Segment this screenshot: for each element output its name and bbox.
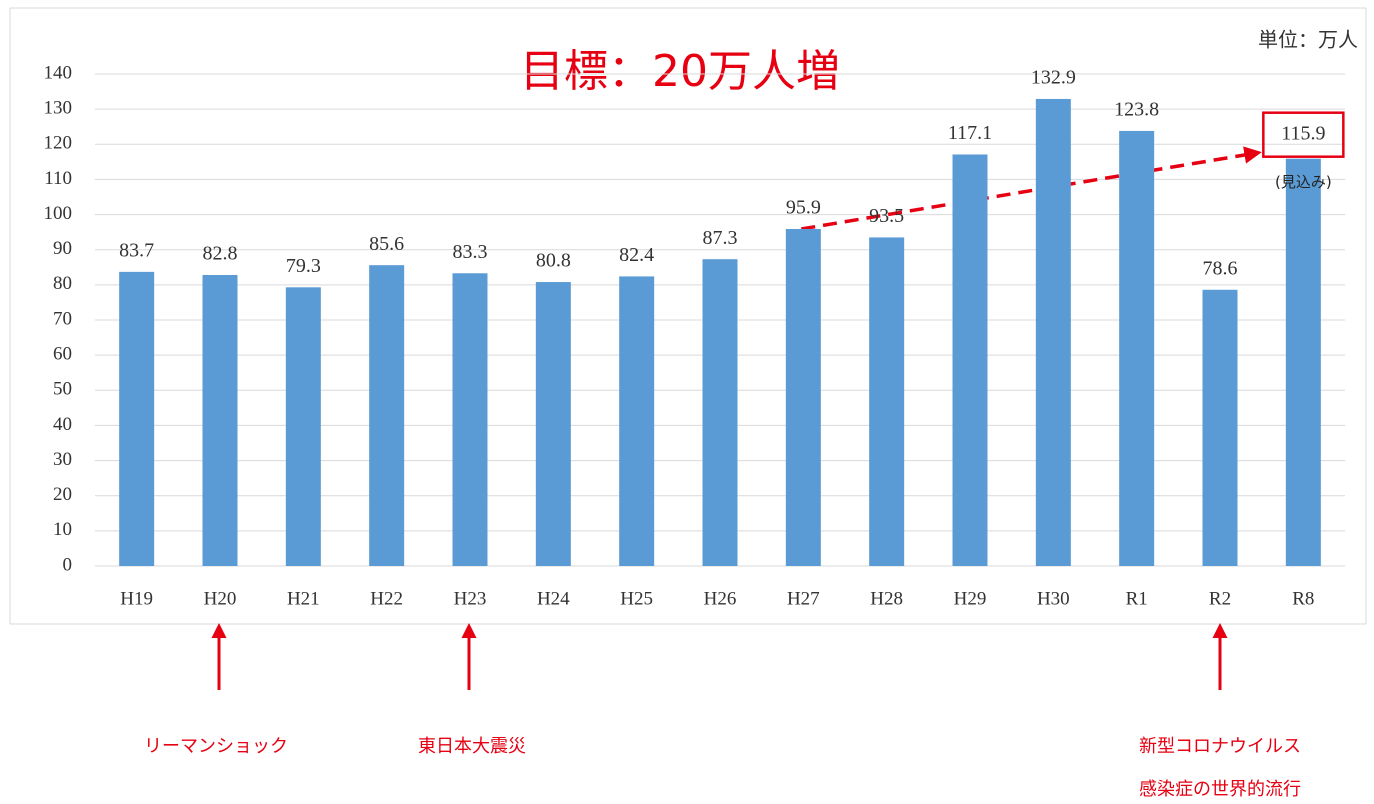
y-tick-label: 30 [53,449,72,470]
bar [369,265,405,566]
bar [285,287,321,566]
y-tick-label: 60 [53,344,72,365]
event-label: 感染症の世界的流行 [1139,779,1301,800]
x-tick-label: H19 [120,588,153,609]
x-tick-label: H27 [787,588,820,609]
event-label: 新型コロナウイルス [1139,736,1301,757]
title-bg [466,50,896,100]
chart-title: 目標：20万人増 [520,46,840,97]
bar [619,276,655,566]
value-label: 132.9 [1031,67,1076,89]
x-tick-label: H28 [870,588,903,609]
y-tick-label: 100 [44,203,73,224]
value-label: 117.1 [948,122,992,144]
y-tick-label: 70 [53,308,72,329]
event-label: 東日本大震災 [418,736,526,757]
y-tick-label: 110 [44,168,72,189]
value-label: 83.7 [119,239,154,261]
x-tick-label: H23 [454,588,487,609]
y-tick-label: 140 [44,62,73,83]
bar [202,275,238,566]
highlight-box [1262,111,1345,158]
y-tick-label: 120 [44,133,73,154]
value-label: 115.9 [1281,122,1325,144]
value-label: 82.8 [203,243,238,265]
y-tick-label: 130 [44,98,73,119]
trend-arrow [801,146,1262,231]
value-label: 87.3 [703,227,738,249]
y-tick-label: 80 [53,273,72,294]
x-tick-label: H29 [954,588,987,609]
y-tick-label: 10 [53,519,72,540]
x-tick-label: H30 [1037,588,1070,609]
y-tick-label: 50 [53,379,72,400]
value-label: 80.8 [536,250,571,272]
value-label: 78.6 [1203,257,1238,279]
value-label: 95.9 [786,197,821,219]
x-tick-label: H24 [537,588,570,609]
event-label: リーマンショック [144,736,288,757]
bar [702,259,738,566]
y-tick-label: 40 [53,414,72,435]
unit-label: 単位：万人 [1258,29,1358,52]
value-label: 79.3 [286,255,321,277]
estimate-note: (見込み) [1275,173,1332,191]
x-tick-label: H25 [620,588,653,609]
bar [1119,130,1155,566]
x-tick-label: H21 [287,588,320,609]
y-tick-label: 0 [63,554,73,575]
bar [535,282,571,566]
value-label: 82.4 [619,244,654,266]
x-tick-label: R8 [1292,588,1314,609]
bar [119,271,155,566]
bar [1285,158,1321,567]
value-label: 85.6 [369,233,404,255]
value-label: 93.5 [869,205,904,227]
bar [1035,98,1071,567]
bar [452,273,488,566]
y-tick-label: 90 [53,238,72,259]
y-tick-label: 20 [53,484,72,505]
x-tick-label: H20 [204,588,237,609]
bar [952,154,988,566]
bar [785,228,821,567]
bar [1202,289,1238,566]
value-label: 83.3 [453,241,488,263]
x-tick-label: H26 [704,588,737,609]
x-tick-label: R1 [1126,588,1148,609]
plot: 0 10 20 30 40 50 60 70 80 90 100 110 120 130 140 H19 83.… [44,62,1345,609]
value-label: 123.8 [1114,99,1159,121]
x-tick-label: R2 [1209,588,1231,609]
bar [869,237,905,566]
x-tick-label: H22 [370,588,403,609]
